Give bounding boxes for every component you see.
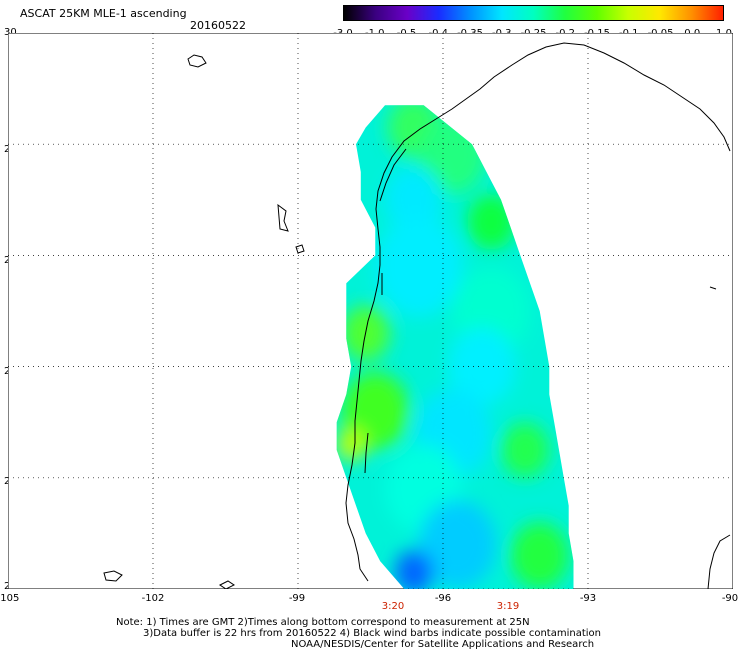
colorbar: [343, 5, 724, 21]
lon-label-96: -96: [434, 593, 452, 604]
swath-cell: [375, 216, 463, 317]
inland-lakes: [103, 54, 717, 589]
lon-label-93: -93: [579, 593, 597, 604]
time-label-left: 3:20: [381, 601, 405, 612]
yucatan-coast: [707, 534, 731, 589]
swath-cell: [418, 500, 497, 589]
gulf-coastline: [345, 42, 731, 582]
swath-cell: [394, 550, 434, 589]
barrier-islands: [364, 148, 407, 474]
note-line-1: Note: 1) Times are GMT 2)Times along bot…: [116, 617, 530, 628]
map-date: 20160522: [190, 19, 246, 32]
note-line-2: 3)Data buffer is 22 hrs from 20160522 4)…: [143, 628, 601, 639]
swath-cell: [467, 194, 516, 250]
note-line-3: NOAA/NESDIS/Center for Satellite Applica…: [291, 639, 595, 650]
grid-lines: [8, 33, 733, 589]
lon-label-99: -99: [288, 593, 306, 604]
coastline: [103, 42, 731, 589]
swath-cell: [385, 166, 443, 234]
map-plot: [8, 33, 733, 589]
swath-cell: [447, 327, 516, 406]
map-title: ASCAT 25KM MLE-1 ascending: [20, 7, 187, 20]
time-label-right: 3:19: [496, 601, 520, 612]
swath-cell: [336, 427, 366, 462]
lon-label-105: -105: [0, 593, 20, 604]
lon-label-102: -102: [141, 593, 165, 604]
lon-label-90: -90: [721, 593, 739, 604]
swath-cell: [510, 522, 569, 589]
swath-cell: [501, 422, 550, 478]
